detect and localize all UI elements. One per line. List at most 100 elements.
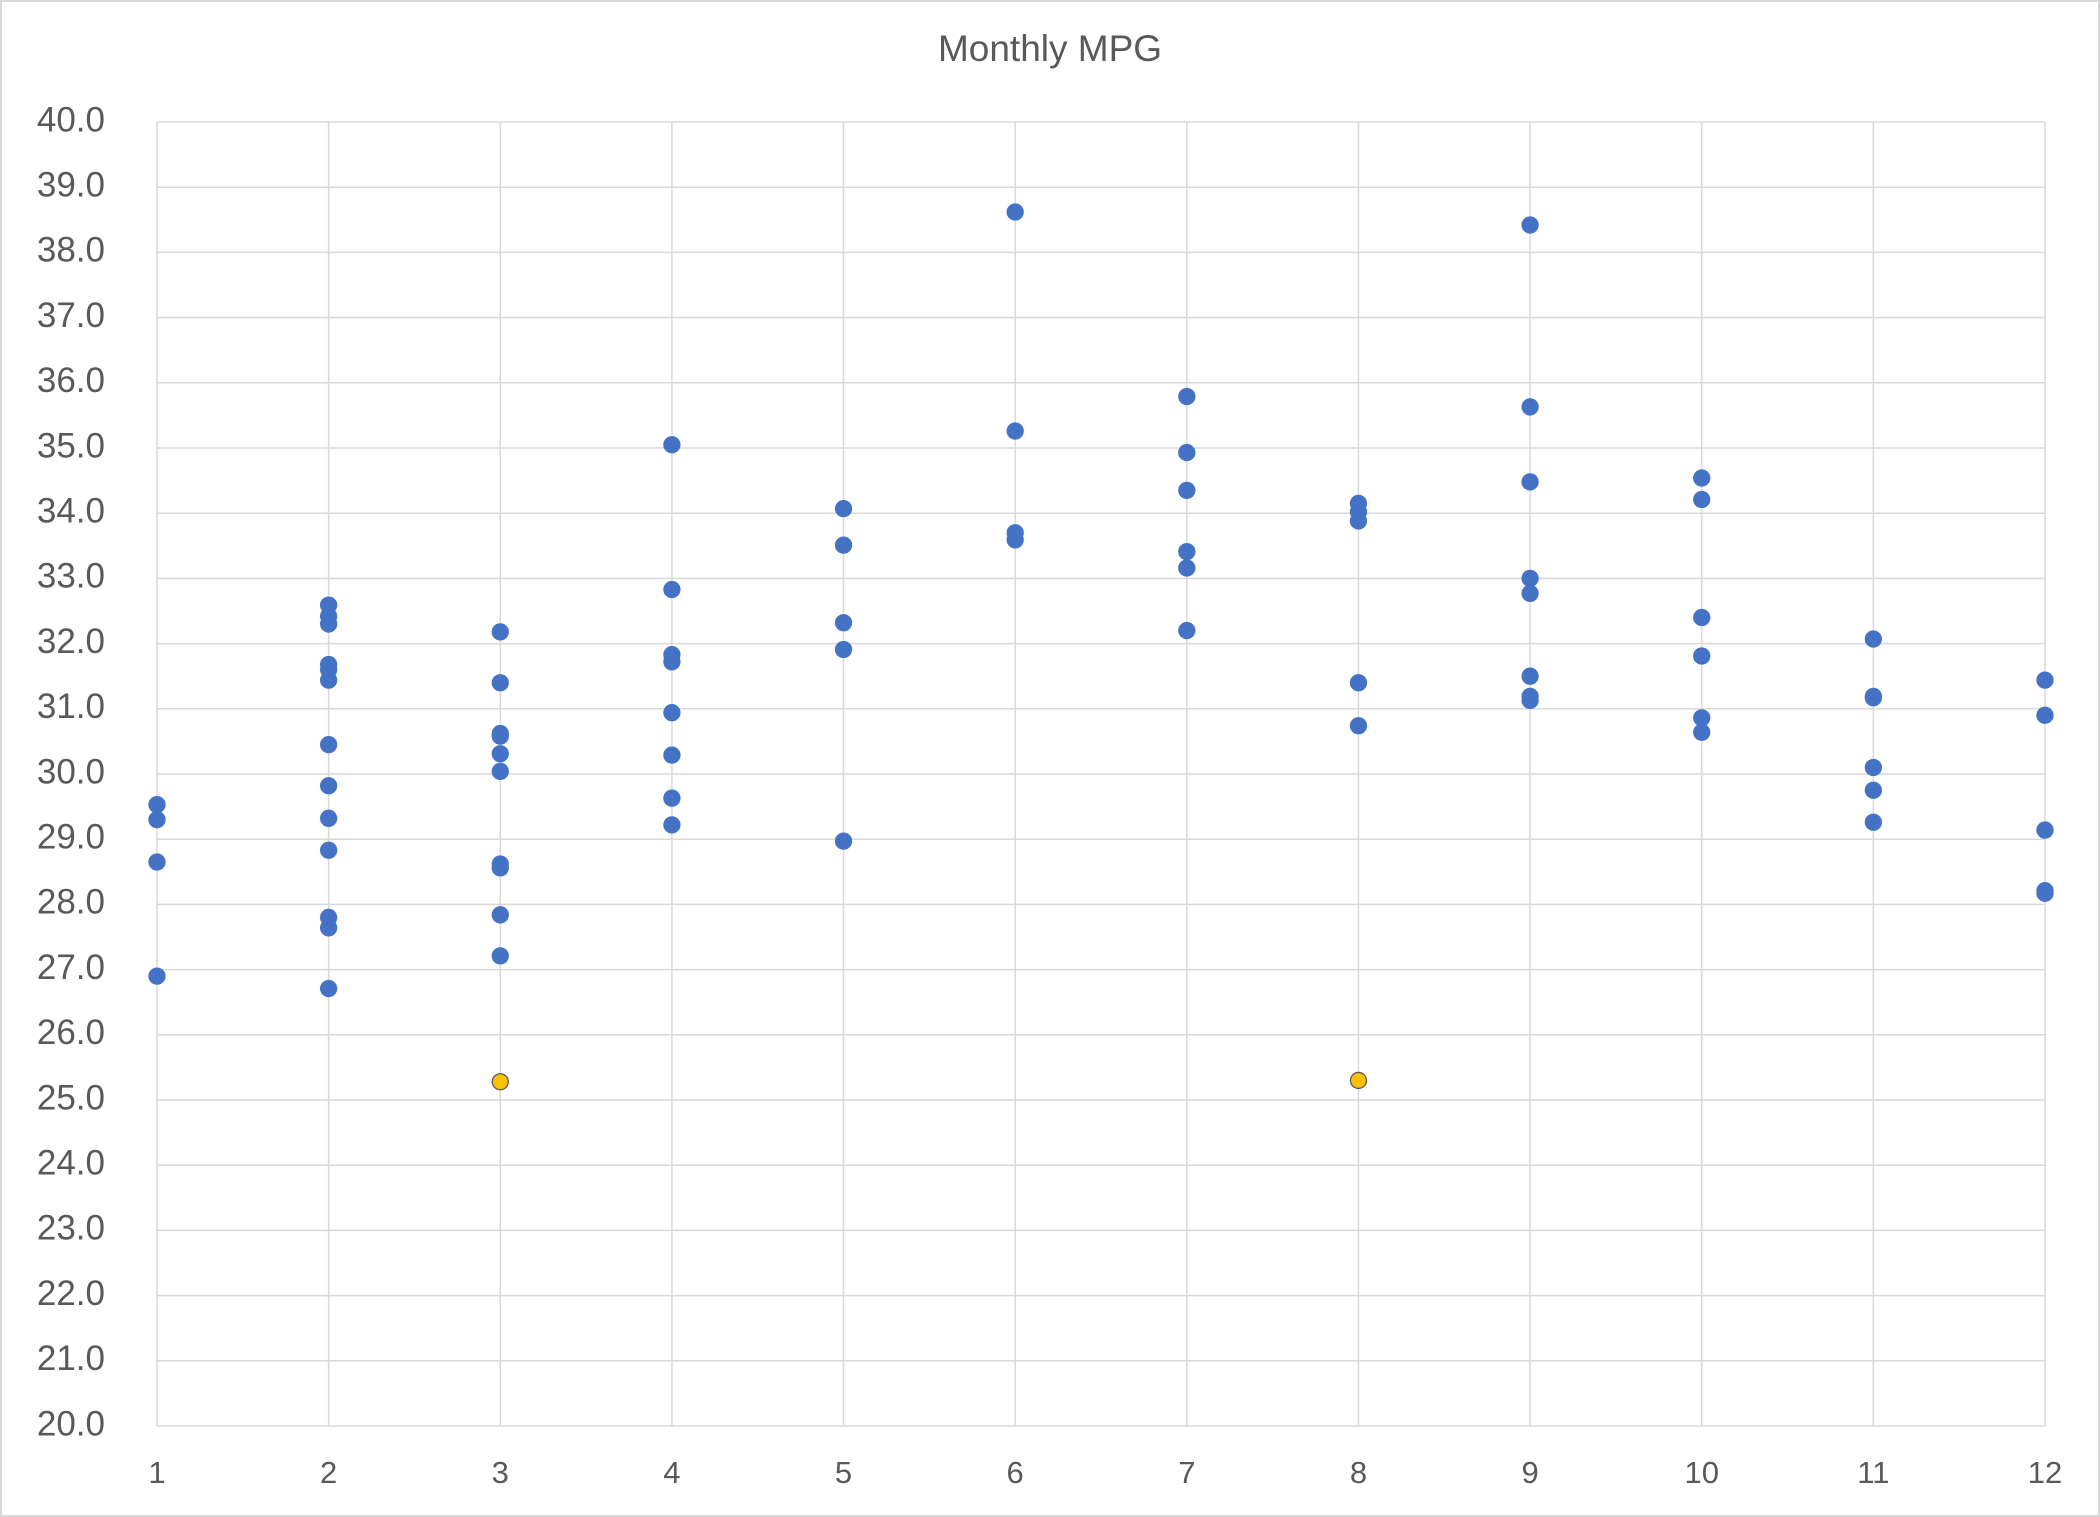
point	[1693, 723, 1711, 741]
point	[1693, 608, 1711, 627]
chart-title: Monthly MPG	[938, 28, 1162, 69]
point	[663, 704, 681, 722]
y-tick-label: 20.0	[37, 1404, 105, 1443]
point	[1178, 387, 1196, 406]
point	[2036, 821, 2054, 839]
point	[1693, 647, 1711, 665]
y-tick-label: 39.0	[37, 165, 105, 204]
point	[1864, 781, 1883, 799]
y-tick-label: 38.0	[37, 231, 105, 270]
point	[491, 674, 509, 692]
point	[1864, 689, 1883, 707]
y-tick-label: 37.0	[37, 296, 105, 335]
point	[1006, 203, 1024, 221]
y-tick-label: 24.0	[37, 1143, 105, 1182]
y-tick-label: 23.0	[37, 1209, 105, 1248]
grid: 20.0 21.0 22.0 23.0 24.0 25.0 26.0 27.0 28.0 29.0…	[37, 100, 2062, 1490]
point	[1178, 621, 1196, 640]
point	[319, 979, 338, 998]
point	[319, 615, 338, 633]
y-tick-label: 36.0	[37, 361, 105, 400]
x-tick-label: 4	[663, 1455, 680, 1490]
point	[1178, 543, 1196, 561]
point	[1864, 813, 1883, 831]
x-tick-label: 6	[1007, 1455, 1024, 1490]
point	[319, 736, 338, 754]
point	[2036, 671, 2054, 689]
y-tick-label: 26.0	[37, 1013, 105, 1052]
x-tick-label: 9	[1521, 1455, 1538, 1490]
point	[1349, 717, 1368, 735]
point	[1521, 398, 1539, 416]
point	[148, 795, 166, 814]
x-tick-label: 2	[320, 1455, 337, 1490]
point	[1521, 667, 1539, 685]
x-tick-label: 10	[1684, 1455, 1718, 1490]
point	[1349, 512, 1368, 530]
point	[491, 745, 509, 763]
point	[834, 640, 853, 659]
point	[663, 436, 681, 454]
point	[1006, 422, 1024, 440]
point	[1521, 584, 1539, 603]
point	[1693, 469, 1711, 487]
x-tick-label: 3	[492, 1455, 509, 1490]
y-tick-label: 21.0	[37, 1339, 105, 1378]
point	[834, 499, 853, 518]
point	[1864, 758, 1883, 777]
point	[1349, 1071, 1368, 1090]
y-tick-label: 34.0	[37, 491, 105, 530]
point	[1521, 569, 1539, 588]
point	[1178, 481, 1196, 500]
point	[148, 967, 166, 985]
y-tick-label: 33.0	[37, 557, 105, 596]
y-tick-label: 22.0	[37, 1274, 105, 1313]
y-tick-label: 29.0	[37, 817, 105, 856]
point	[319, 841, 338, 859]
point	[148, 810, 166, 829]
x-tick-label: 11	[1857, 1455, 1889, 1490]
y-tick-label: 35.0	[37, 426, 105, 465]
plot-area	[148, 203, 2054, 1091]
point	[491, 762, 509, 781]
y-tick-label: 40.0	[37, 100, 105, 139]
y-tick-label: 25.0	[37, 1078, 105, 1117]
point	[663, 816, 681, 834]
x-tick-label: 7	[1178, 1455, 1195, 1490]
point	[663, 746, 681, 764]
y-tick-label: 27.0	[37, 948, 105, 987]
point	[1178, 559, 1196, 577]
point	[491, 859, 509, 877]
x-tick-label: 1	[148, 1455, 165, 1490]
point	[2036, 706, 2054, 724]
point	[2036, 884, 2054, 902]
point	[1864, 630, 1883, 648]
x-tick-label: 5	[835, 1455, 852, 1490]
point	[1521, 691, 1539, 709]
y-tick-label: 32.0	[37, 622, 105, 661]
point	[1521, 473, 1539, 491]
point	[319, 809, 338, 827]
point	[491, 623, 509, 641]
point	[834, 832, 853, 850]
y-tick-label: 30.0	[37, 752, 105, 791]
point	[491, 906, 509, 924]
x-tick-label: 12	[2028, 1455, 2062, 1490]
point	[319, 777, 338, 795]
point	[491, 1073, 509, 1091]
point	[1349, 674, 1368, 692]
point	[834, 536, 853, 554]
x-tick-label: 8	[1350, 1455, 1367, 1490]
point	[319, 671, 338, 689]
point	[1178, 443, 1196, 462]
point	[319, 919, 338, 937]
point	[663, 789, 681, 807]
point	[491, 947, 509, 965]
point	[1693, 490, 1711, 509]
point	[663, 653, 681, 671]
y-tick-label: 31.0	[37, 687, 105, 726]
point	[663, 580, 681, 599]
